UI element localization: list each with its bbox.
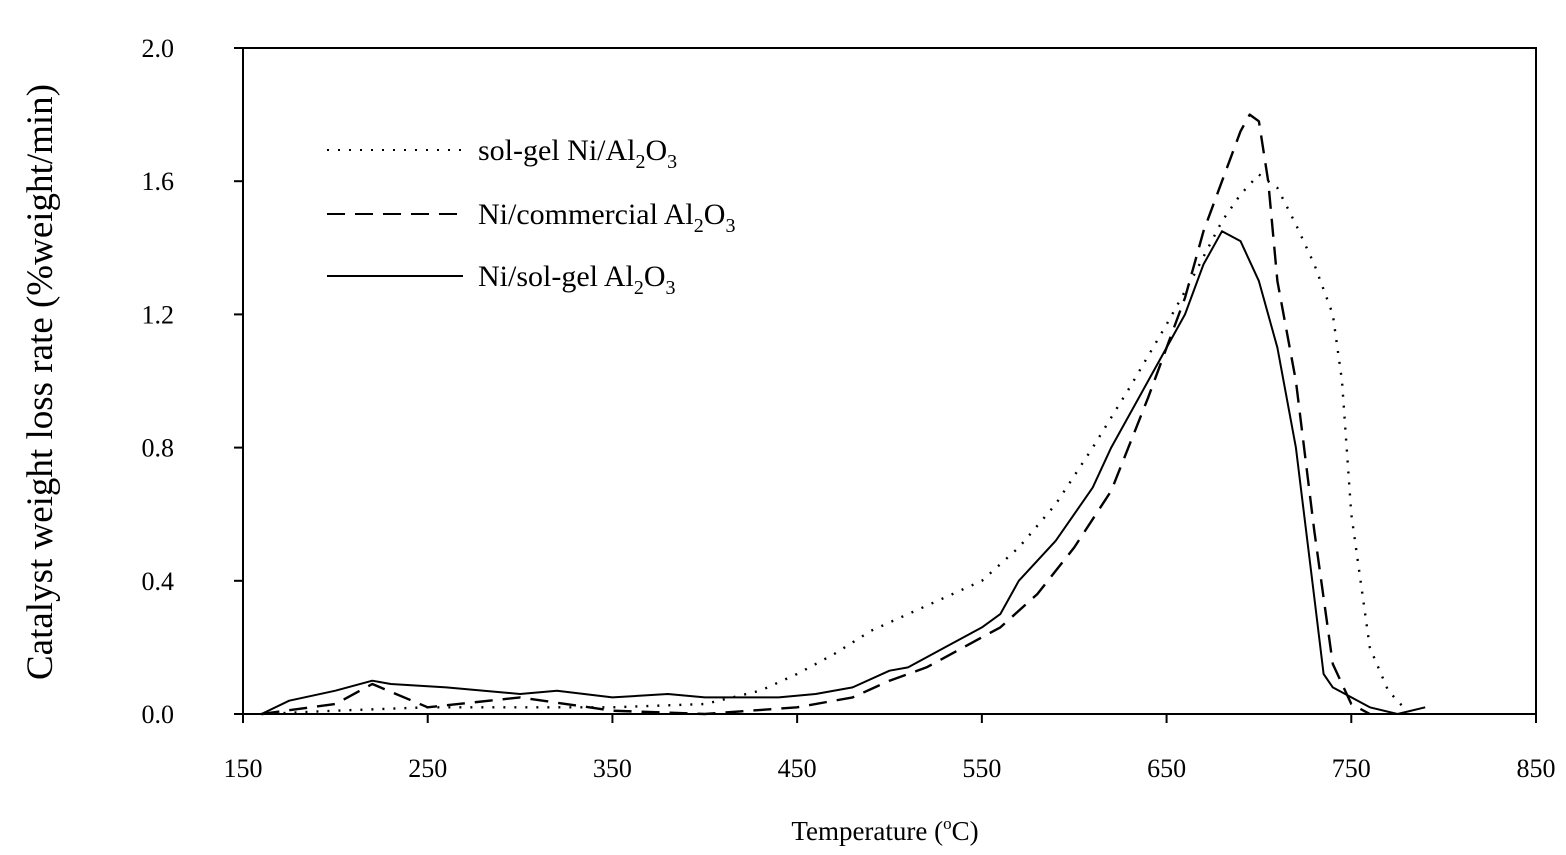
series-layer bbox=[261, 113, 1426, 716]
y-tick-label: 0.8 bbox=[142, 434, 175, 463]
y-tick-label: 1.2 bbox=[142, 300, 175, 329]
x-tick-label: 550 bbox=[962, 754, 1001, 783]
x-tick-label: 350 bbox=[593, 754, 632, 783]
x-axis-title: Temperature (oC) bbox=[791, 814, 978, 846]
legend-label-ni-sol-gel: Ni/sol-gel Al2O3 bbox=[478, 260, 676, 299]
legend-label-ni-commercial: Ni/commercial Al2O3 bbox=[478, 198, 735, 237]
y-axis-title: Catalyst weight loss rate (%weight/min) bbox=[20, 84, 61, 680]
y-tick-label: 1.6 bbox=[142, 167, 175, 196]
x-tick-label: 250 bbox=[408, 754, 447, 783]
series-line-0 bbox=[261, 173, 1408, 716]
x-tick-label: 450 bbox=[778, 754, 817, 783]
y-ticks: 0.0 0.4 0.8 1.2 1.6 2.0 bbox=[142, 34, 243, 729]
y-tick-label: 0.0 bbox=[142, 700, 175, 729]
plot-frame bbox=[242, 47, 1537, 715]
x-tick-label: 750 bbox=[1332, 754, 1371, 783]
x-ticks: 150 250 350 450 550 650 750 850 bbox=[224, 714, 1556, 783]
legend-label-sol-gel-ni: sol-gel Ni/Al2O3 bbox=[478, 134, 677, 173]
y-tick-label: 2.0 bbox=[142, 34, 175, 63]
series-line-1 bbox=[261, 113, 1371, 716]
legend: sol-gel Ni/Al2O3 Ni/commercial Al2O3 Ni/… bbox=[327, 134, 735, 299]
series-line-2 bbox=[261, 230, 1426, 715]
x-tick-label: 650 bbox=[1147, 754, 1186, 783]
y-tick-label: 0.4 bbox=[142, 567, 175, 596]
x-tick-label: 850 bbox=[1517, 754, 1556, 783]
x-tick-label: 150 bbox=[224, 754, 263, 783]
